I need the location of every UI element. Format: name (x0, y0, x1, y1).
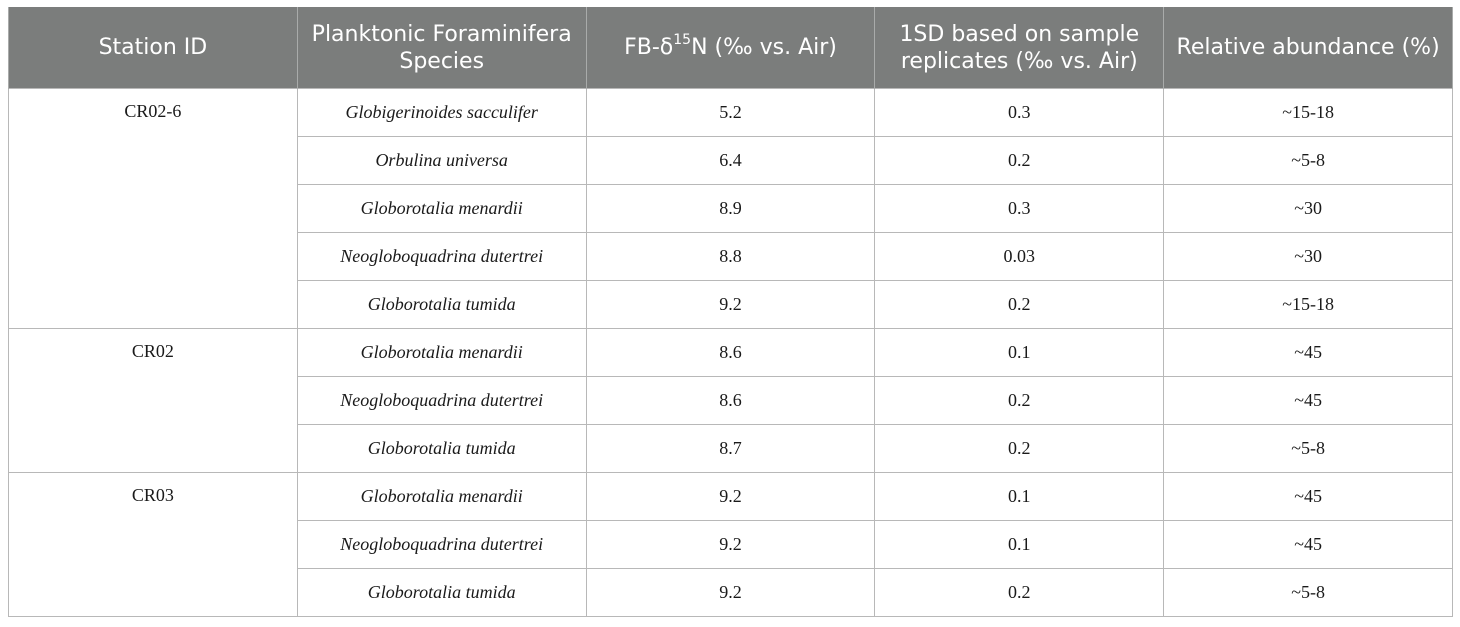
header-fb-d15n-superscript: 15 (673, 31, 692, 48)
table-row: Globorotalia tumida 9.2 0.2 ~15-18 (9, 280, 1453, 329)
station-id-cell: CR02-6 (8, 88, 298, 329)
fb-d15n-cell: 5.2 (585, 88, 876, 137)
header-row: Station ID Planktonic Foraminifera Speci… (8, 7, 1453, 89)
species-cell: Orbulina universa (296, 136, 587, 185)
species-cell: Globorotalia menardii (296, 472, 587, 521)
table-header: Station ID Planktonic Foraminifera Speci… (8, 7, 1453, 89)
relative-abundance-cell: ~45 (1163, 472, 1453, 521)
sd-cell: 0.2 (874, 376, 1165, 425)
fb-d15n-cell: 9.2 (585, 472, 876, 521)
species-cell: Globorotalia menardii (296, 328, 587, 377)
sd-cell: 0.03 (874, 232, 1165, 281)
foraminifera-isotope-table: Station ID Planktonic Foraminifera Speci… (8, 7, 1453, 617)
table-row: Globorotalia menardii 8.9 0.3 ~30 (9, 184, 1453, 233)
fb-d15n-cell: 8.8 (585, 232, 876, 281)
relative-abundance-cell: ~45 (1163, 376, 1453, 425)
fb-d15n-cell: 8.6 (585, 328, 876, 377)
header-species: Planktonic Foraminifera Species (296, 7, 587, 89)
table-row: CR02-6 Globigerinoides sacculifer 5.2 0.3 ~1… (8, 88, 1453, 329)
species-cell: Neogloboquadrina dutertrei (296, 520, 587, 569)
table-row: Globorotalia tumida 9.2 0.2 ~5-8 (9, 568, 1453, 617)
table-body: CR02-6 Globigerinoides sacculifer 5.2 0.3 ~1… (8, 88, 1453, 617)
header-station-id: Station ID (8, 7, 298, 89)
table-row: Neogloboquadrina dutertrei 8.6 0.2 ~45 (9, 376, 1453, 425)
relative-abundance-cell: ~45 (1163, 520, 1453, 569)
fb-d15n-cell: 8.6 (585, 376, 876, 425)
table-row: Neogloboquadrina dutertrei 9.2 0.1 ~45 (9, 520, 1453, 569)
relative-abundance-cell: ~5-8 (1163, 424, 1453, 473)
sd-cell: 0.2 (874, 280, 1165, 329)
station-id-cell: CR02 (8, 328, 298, 473)
sd-cell: 0.3 (874, 184, 1165, 233)
species-cell: Globigerinoides sacculifer (296, 88, 587, 137)
sd-cell: 0.1 (874, 328, 1165, 377)
header-1sd: 1SD based on sample replicates (‰ vs. Ai… (874, 7, 1165, 89)
header-fb-d15n-prefix: FB-δ (624, 35, 674, 60)
header-fb-d15n-suffix: N (‰ vs. Air) (691, 35, 837, 60)
fb-d15n-cell: 6.4 (585, 136, 876, 185)
fb-d15n-cell: 8.7 (585, 424, 876, 473)
fb-d15n-cell: 9.2 (585, 568, 876, 617)
species-cell: Neogloboquadrina dutertrei (296, 232, 587, 281)
table-row: Neogloboquadrina dutertrei 8.8 0.03 ~30 (9, 232, 1453, 281)
relative-abundance-cell: ~15-18 (1163, 280, 1453, 329)
table-row: CR02 Globorotalia menardii 8.6 0.1 ~45 (8, 328, 1453, 473)
fb-d15n-cell: 9.2 (585, 280, 876, 329)
sd-cell: 0.2 (874, 568, 1165, 617)
species-cell: Globorotalia tumida (296, 280, 587, 329)
relative-abundance-cell: ~45 (1163, 328, 1453, 377)
fb-d15n-cell: 8.9 (585, 184, 876, 233)
sd-cell: 0.1 (874, 520, 1165, 569)
species-cell: Globorotalia tumida (296, 568, 587, 617)
relative-abundance-cell: ~30 (1163, 184, 1453, 233)
sd-cell: 0.2 (874, 136, 1165, 185)
relative-abundance-cell: ~30 (1163, 232, 1453, 281)
species-cell: Globorotalia tumida (296, 424, 587, 473)
species-cell: Neogloboquadrina dutertrei (296, 376, 587, 425)
fb-d15n-cell: 9.2 (585, 520, 876, 569)
table-row: Globorotalia tumida 8.7 0.2 ~5-8 (9, 424, 1453, 473)
station-id-cell: CR03 (8, 472, 298, 617)
relative-abundance-cell: ~15-18 (1163, 88, 1453, 137)
sd-cell: 0.1 (874, 472, 1165, 521)
species-cell: Globorotalia menardii (296, 184, 587, 233)
relative-abundance-cell: ~5-8 (1163, 136, 1453, 185)
table-row: Orbulina universa 6.4 0.2 ~5-8 (9, 136, 1453, 185)
data-table-container: Station ID Planktonic Foraminifera Speci… (8, 7, 1453, 617)
sd-cell: 0.3 (874, 88, 1165, 137)
sd-cell: 0.2 (874, 424, 1165, 473)
table-row: CR03 Globorotalia menardii 9.2 0.1 ~45 (8, 472, 1453, 617)
header-relative-abundance: Relative abundance (%) (1163, 7, 1453, 89)
relative-abundance-cell: ~5-8 (1163, 568, 1453, 617)
header-fb-d15n: FB-δ15N (‰ vs. Air) (585, 7, 876, 89)
